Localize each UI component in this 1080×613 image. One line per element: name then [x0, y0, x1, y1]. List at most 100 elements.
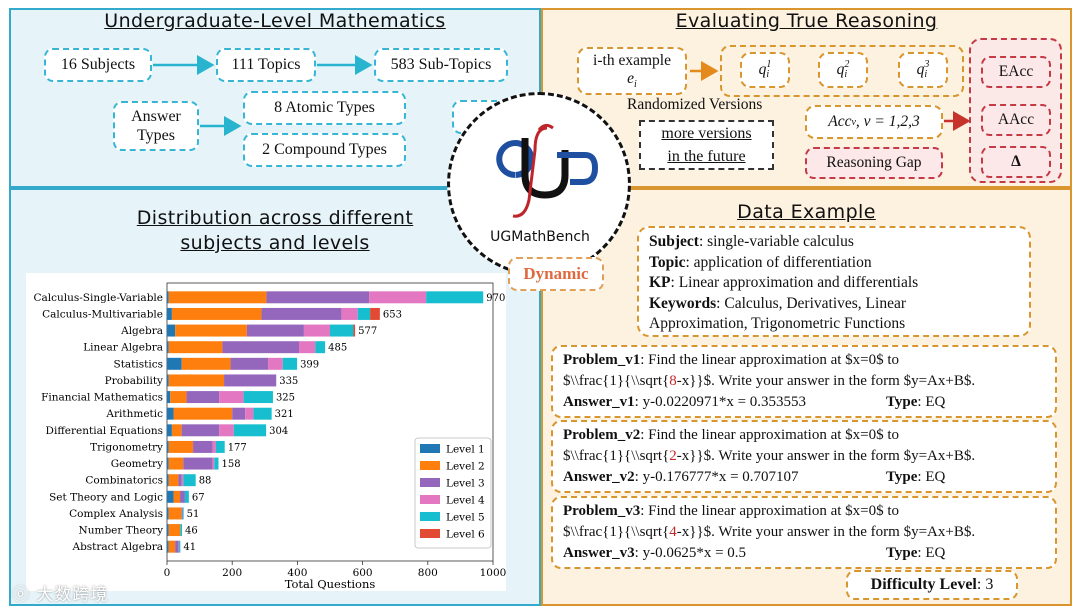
bar-segment [182, 507, 184, 520]
x-tick-label: 600 [353, 567, 373, 579]
y-tick-label: Probability [105, 375, 163, 387]
bar-segment [179, 540, 181, 553]
total-label: 46 [185, 526, 198, 537]
bar-segment [173, 407, 233, 420]
bar-segment [230, 357, 269, 370]
y-tick-label: Set Theory and Logic [49, 491, 163, 503]
total-label: 67 [192, 492, 205, 503]
bar-segment [303, 324, 330, 337]
bar-segment [180, 490, 185, 503]
watermark: ⓞ 大数跨境 [12, 585, 109, 605]
legend-swatch [420, 461, 440, 470]
bar-segment [167, 291, 169, 304]
atomic-types-box: 8 Atomic Types [243, 91, 406, 125]
y-tick-label: Calculus-Single-Variable [33, 292, 163, 304]
bar-segment [222, 341, 300, 354]
bar-segment [167, 307, 172, 320]
bar-segment [268, 357, 283, 370]
total-label: 970 [486, 293, 505, 304]
bar-segment [186, 391, 220, 404]
bar-segment [181, 357, 231, 370]
legend-swatch [420, 495, 440, 504]
versions-group [720, 45, 964, 97]
total-label: 325 [276, 393, 295, 404]
watermark-icon: ⓞ [12, 585, 37, 605]
bar-segment [168, 540, 176, 553]
logo-text: UGMathBench [490, 229, 590, 245]
dynamic-tag: Dynamic [508, 257, 604, 291]
bar-segment [253, 407, 272, 420]
bar-segment [330, 324, 354, 337]
y-tick-label: Algebra [120, 325, 163, 337]
y-tick-label: Arithmetic [105, 408, 163, 420]
bar-segment [167, 391, 171, 404]
subtopics-box: 583 Sub-Topics [374, 48, 508, 82]
reasoning-gap-box: Reasoning Gap [805, 147, 943, 179]
delta-box: Δ [981, 146, 1051, 178]
y-tick-label: Statistics [114, 358, 164, 370]
bar-segment [168, 507, 182, 520]
bar-segment [233, 424, 267, 437]
bar-segment [167, 424, 172, 437]
answer-types-box: Answer Types [113, 101, 199, 151]
y-tick-label: Differential Equations [46, 425, 163, 437]
y-tick-label: Financial Mathematics [41, 392, 163, 404]
bar-segment [167, 474, 169, 487]
compound-types-box: 2 Compound Types [243, 133, 406, 167]
bar-segment [219, 391, 244, 404]
bar-segment [167, 324, 176, 337]
bar-segment [168, 524, 181, 537]
topics-box: 111 Topics [216, 48, 316, 82]
total-label: 177 [228, 442, 247, 453]
bar-segment [168, 457, 184, 470]
bar-segment [181, 424, 220, 437]
legend-swatch [420, 478, 440, 487]
bar-segment [167, 507, 169, 520]
total-label: 158 [222, 459, 241, 470]
x-tick-label: 400 [287, 567, 307, 579]
distribution-chart: Calculus-Single-Variable 970 Calculus-Mult… [33, 282, 507, 591]
x-tick-label: 1000 [480, 567, 507, 579]
x-tick-label: 800 [418, 567, 438, 579]
randomized-label: Randomized Versions [627, 96, 763, 113]
bar-segment [167, 540, 169, 553]
bar-segment [219, 424, 234, 437]
bar-segment [167, 457, 169, 470]
bar-segment [168, 474, 179, 487]
bar-segment [183, 474, 196, 487]
bar-segment [167, 374, 169, 387]
total-label: 335 [279, 376, 298, 387]
total-label: 485 [328, 343, 347, 354]
bar-segment [353, 324, 356, 337]
bar-segment [170, 391, 187, 404]
total-label: 577 [358, 326, 377, 337]
bar-segment [168, 374, 225, 387]
bar-segment [299, 341, 316, 354]
bar-segment [184, 490, 189, 503]
difficulty-box: Difficulty Level: 3 [846, 570, 1018, 600]
bar-segment [261, 307, 342, 320]
bar-segment [369, 291, 427, 304]
bar-segment [168, 341, 223, 354]
ith-example-label: i-th example [593, 51, 671, 69]
y-tick-label: Calculus-Multivariable [42, 308, 163, 320]
bar-segment [183, 457, 213, 470]
subjects-box: 16 Subjects [44, 48, 152, 82]
example-title: Data Example [737, 201, 876, 223]
ugmathbench-logo-icon [496, 123, 599, 218]
bar-segment [175, 540, 179, 553]
bar-segment [167, 524, 169, 537]
legend-label: Level 1 [446, 444, 485, 456]
aacc-box: AAcc [981, 104, 1051, 136]
bar-segment [168, 440, 194, 453]
bar-segment [370, 307, 380, 320]
bar-segment [175, 324, 247, 337]
bar-segment [315, 341, 326, 354]
bar-segment [167, 341, 169, 354]
ith-example-box: i-th example ei [577, 47, 687, 95]
acc-box: Acc v, v = 1,2,3 [805, 105, 943, 139]
bar-segment [341, 307, 358, 320]
